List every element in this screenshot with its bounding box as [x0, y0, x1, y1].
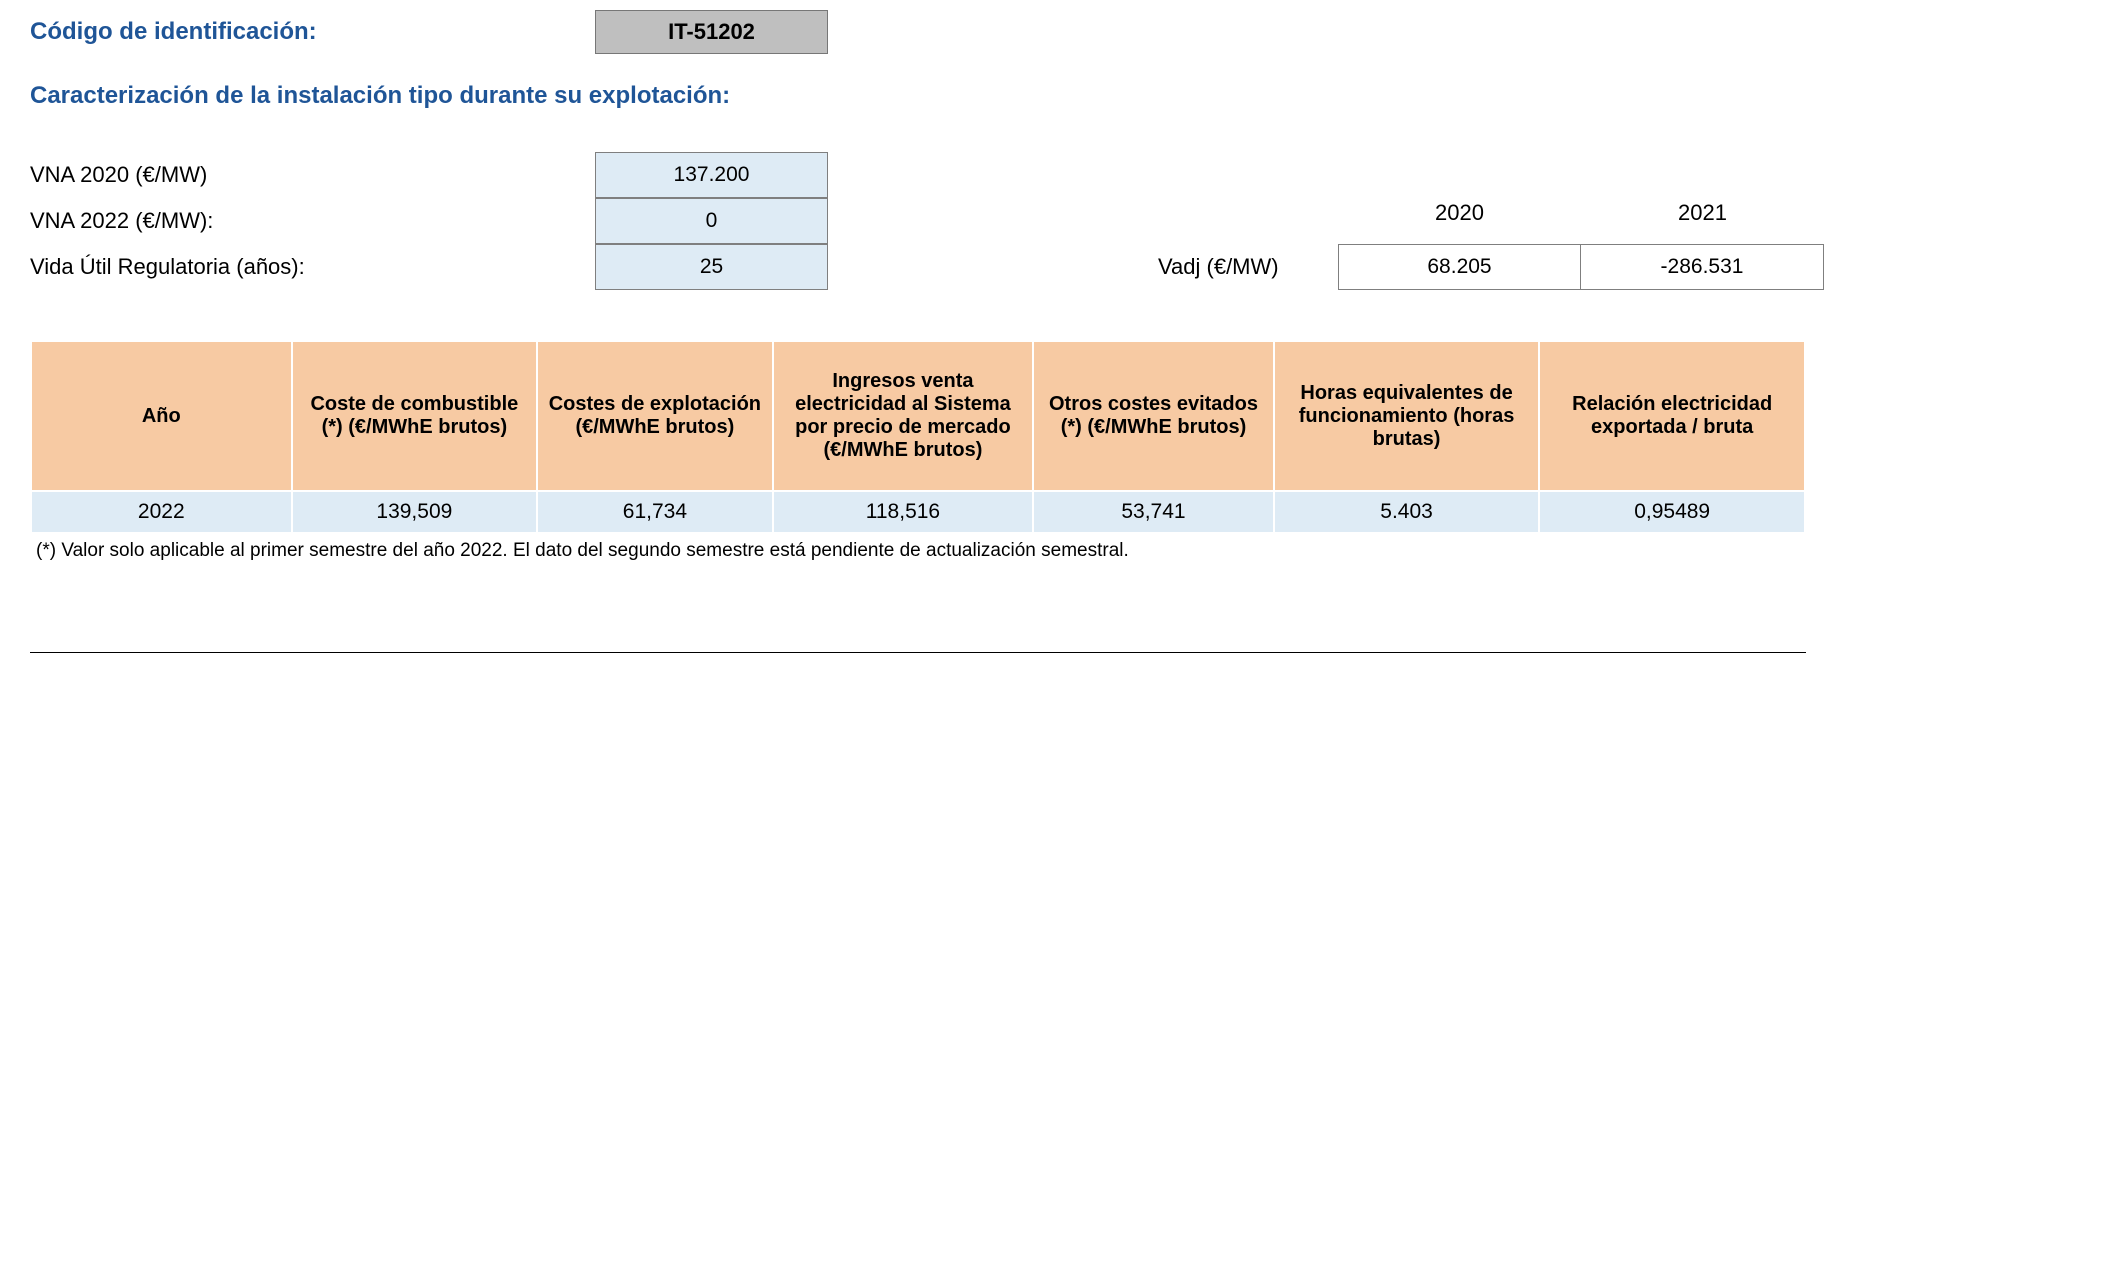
vadj-value-1: -286.531: [1581, 244, 1824, 290]
vadj-label: Vadj (€/MW): [1158, 254, 1338, 290]
footnote: (*) Valor solo aplicable al primer semes…: [30, 534, 2096, 562]
table-header-row: AñoCoste de combustible (*) (€/MWhE brut…: [31, 341, 1805, 491]
vadj-col-1: 2021 -286.531: [1581, 192, 1824, 290]
params-block: VNA 2020 (€/MW) 137.200 VNA 2022 (€/MW):…: [30, 152, 2096, 290]
vna2022-value: 0: [595, 198, 828, 244]
vna2020-value: 137.200: [595, 152, 828, 198]
table-cell: 118,516: [773, 491, 1034, 533]
table-col-0: Año: [31, 341, 292, 491]
id-row: Código de identificación: IT-51202: [30, 10, 2096, 54]
data-table: AñoCoste de combustible (*) (€/MWhE brut…: [30, 340, 1806, 534]
table-cell: 0,95489: [1539, 491, 1805, 533]
table-col-1: Coste de combustible (*) (€/MWhE brutos): [292, 341, 538, 491]
table-col-3: Ingresos venta electricidad al Sistema p…: [773, 341, 1034, 491]
vida-label: Vida Útil Regulatoria (años):: [30, 244, 595, 290]
vadj-year-0: 2020: [1338, 192, 1581, 244]
table-cell: 61,734: [537, 491, 773, 533]
id-value-box: IT-51202: [595, 10, 828, 54]
id-label: Código de identificación:: [30, 12, 595, 52]
table-col-6: Relación electricidad exportada / bruta: [1539, 341, 1805, 491]
table-cell: 53,741: [1033, 491, 1274, 533]
vna2020-label: VNA 2020 (€/MW): [30, 152, 595, 198]
table-cell: 139,509: [292, 491, 538, 533]
table-col-5: Horas equivalentes de funcionamiento (ho…: [1274, 341, 1540, 491]
table-row: 2022139,50961,734118,51653,7415.4030,954…: [31, 491, 1805, 533]
vida-value: 25: [595, 244, 828, 290]
vadj-block: Vadj (€/MW) 2020 68.205 2021 -286.531: [1158, 152, 1824, 290]
table-cell: 2022: [31, 491, 292, 533]
vadj-col-0: 2020 68.205: [1338, 192, 1581, 290]
section-title: Caracterización de la instalación tipo d…: [30, 82, 2096, 110]
vna2022-label: VNA 2022 (€/MW):: [30, 198, 595, 244]
vadj-value-0: 68.205: [1338, 244, 1581, 290]
separator-line: [30, 652, 1806, 653]
table-col-4: Otros costes evitados (*) (€/MWhE brutos…: [1033, 341, 1274, 491]
vadj-year-1: 2021: [1581, 192, 1824, 244]
table-cell: 5.403: [1274, 491, 1540, 533]
table-col-2: Costes de explotación (€/MWhE brutos): [537, 341, 773, 491]
